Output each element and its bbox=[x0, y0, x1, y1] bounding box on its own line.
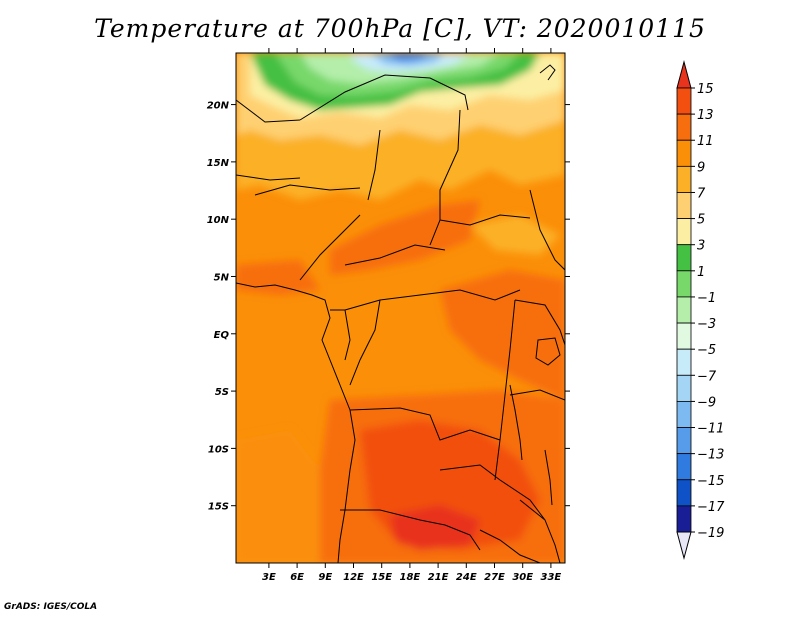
border-namibia-botswana bbox=[444, 524, 481, 551]
colorbar-box-13 bbox=[676, 427, 692, 455]
lake-victoria bbox=[535, 337, 561, 366]
colorbar-label-15: −15 bbox=[697, 474, 724, 489]
colorbar-box-0 bbox=[676, 87, 692, 115]
lat-label-10S: 10S bbox=[208, 444, 229, 455]
border-car-drc bbox=[344, 289, 521, 311]
border-chad-sudan bbox=[429, 109, 461, 246]
colorbar-label-4: 7 bbox=[697, 186, 706, 201]
lon-label-3E: 3E bbox=[262, 572, 276, 583]
colorbar-label-13: −11 bbox=[697, 422, 724, 437]
colorbar-bottom-arrow bbox=[676, 531, 692, 561]
colorbar-box-12 bbox=[676, 401, 692, 428]
border-zimbabwe bbox=[479, 529, 541, 563]
border-libya-chad bbox=[299, 74, 469, 121]
coastline bbox=[236, 282, 356, 563]
colorbar-box-16 bbox=[676, 505, 692, 533]
lon-label-18E: 18E bbox=[400, 572, 421, 583]
border-zambia bbox=[439, 464, 546, 521]
colorbar-box-6 bbox=[676, 244, 692, 272]
lat-label-EQ: EQ bbox=[214, 330, 230, 341]
colorbar-label-7: 1 bbox=[697, 265, 705, 280]
colorbar-label-16: −17 bbox=[697, 500, 725, 515]
colorbar-label-6: 3 bbox=[697, 239, 705, 254]
field-south-15 bbox=[390, 505, 480, 550]
border-algeria-niger bbox=[236, 99, 301, 123]
colorbar: 15 13 11 9 7 5 3 1 −1 −3 −5 −7 −9 −11 −13 −15 −17 −19 bbox=[676, 59, 725, 561]
colorbar-box-1 bbox=[676, 113, 692, 141]
colorbar-box-15 bbox=[676, 479, 692, 507]
colorbar-label-2: 11 bbox=[697, 134, 714, 149]
colorbar-label-12: −9 bbox=[697, 395, 716, 410]
lon-label-6E: 6E bbox=[290, 572, 304, 583]
colorbar-box-4 bbox=[676, 192, 692, 219]
colorbar-label-8: −1 bbox=[697, 291, 716, 306]
border-tanzania bbox=[509, 389, 565, 401]
colorbar-label-17: −19 bbox=[697, 526, 724, 541]
colorbar-box-11 bbox=[676, 374, 692, 402]
field-east-11 bbox=[440, 270, 565, 400]
field-west-11 bbox=[236, 260, 320, 295]
lon-label-24E: 24E bbox=[456, 572, 477, 583]
border-chad-niger bbox=[367, 129, 381, 201]
colorbar-label-0: 15 bbox=[697, 82, 714, 97]
lon-label-33E: 33E bbox=[541, 572, 562, 583]
red-sea-coast bbox=[539, 64, 556, 81]
border-chad-car bbox=[344, 244, 446, 266]
border-drc-angola bbox=[349, 407, 501, 441]
lat-label-20N: 20N bbox=[207, 101, 230, 112]
field-north-m9 bbox=[385, 53, 430, 61]
colorbar-label-9: −3 bbox=[697, 317, 716, 332]
lat-label-10N: 10N bbox=[207, 215, 230, 226]
field-southwest-9 bbox=[236, 430, 320, 563]
lon-label-12E: 12E bbox=[343, 572, 364, 583]
field-east-7 bbox=[470, 215, 560, 255]
border-congo-drc bbox=[349, 299, 381, 386]
lon-axis: 3E 6E 9E 12E 15E 18E 21E 24E 27E 30E 33E bbox=[262, 48, 561, 583]
border-congo-gabon bbox=[330, 309, 351, 361]
border-drc-east bbox=[494, 299, 516, 481]
border-niger-mali bbox=[236, 174, 301, 181]
colorbar-box-3 bbox=[676, 165, 692, 193]
country-borders bbox=[236, 64, 565, 563]
field-sahel-11 bbox=[330, 200, 480, 275]
lon-label-27E: 27E bbox=[484, 572, 505, 583]
lat-label-5N: 5N bbox=[214, 272, 230, 283]
colorbar-box-2 bbox=[676, 139, 692, 167]
colorbar-box-14 bbox=[676, 453, 692, 481]
colorbar-label-3: 9 bbox=[697, 160, 705, 175]
chart-title: Temperature at 700hPa [C], VT: 202001011… bbox=[94, 14, 706, 43]
colorbar-box-9 bbox=[676, 322, 692, 350]
border-ethiopia bbox=[529, 189, 565, 271]
lat-axis: 20N 15N 10N 5N EQ 5S 10S 15S bbox=[207, 101, 570, 513]
colorbar-box-8 bbox=[676, 296, 692, 324]
colorbar-box-5 bbox=[676, 218, 692, 246]
credit-label: GrADS: IGES/COLA bbox=[4, 602, 98, 612]
temperature-field bbox=[236, 53, 565, 563]
lon-label-15E: 15E bbox=[371, 572, 392, 583]
border-sudan-southsudan bbox=[439, 214, 531, 226]
border-mozambique bbox=[519, 499, 561, 563]
lat-label-15S: 15S bbox=[208, 502, 229, 513]
colorbar-box-10 bbox=[676, 348, 692, 376]
lat-label-15N: 15N bbox=[207, 158, 230, 169]
border-niger-nigeria bbox=[254, 184, 361, 196]
border-nigeria-cameroon bbox=[299, 214, 361, 281]
colorbar-label-10: −5 bbox=[697, 343, 716, 358]
border-uganda-kenya bbox=[514, 299, 565, 346]
colorbar-top-arrow bbox=[676, 59, 692, 89]
lon-label-21E: 21E bbox=[428, 572, 449, 583]
colorbar-box-7 bbox=[676, 270, 692, 298]
colorbar-label-1: 13 bbox=[697, 108, 714, 123]
colorbar-label-11: −7 bbox=[697, 369, 717, 384]
map-frame bbox=[235, 52, 566, 564]
lon-label-9E: 9E bbox=[318, 572, 332, 583]
colorbar-label-5: 5 bbox=[697, 213, 705, 228]
lat-label-5S: 5S bbox=[215, 387, 229, 398]
lon-label-30E: 30E bbox=[512, 572, 533, 583]
lake-malawi bbox=[544, 449, 553, 506]
lake-tanganyika bbox=[509, 384, 523, 461]
colorbar-label-14: −13 bbox=[697, 448, 724, 463]
border-angola-namibia bbox=[340, 509, 446, 526]
